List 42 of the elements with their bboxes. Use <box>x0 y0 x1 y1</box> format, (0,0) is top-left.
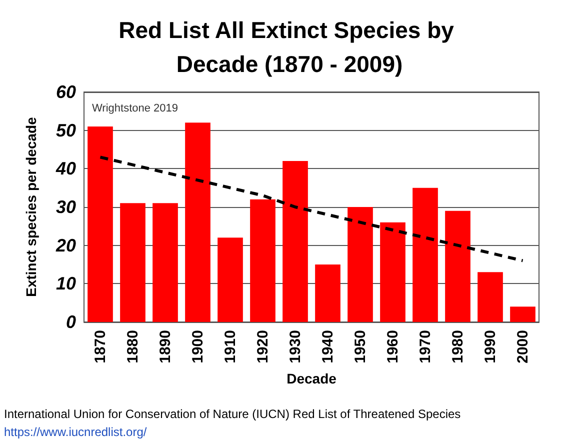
y-tick-label: 50 <box>56 120 76 140</box>
annotation: Wrightstone 2019 <box>92 102 178 114</box>
x-tick-label: 1930 <box>286 330 304 364</box>
bar <box>88 126 113 322</box>
x-tick-label: 1890 <box>156 330 174 364</box>
y-tick-label: 60 <box>56 82 76 102</box>
x-tick-label: 1950 <box>352 330 369 364</box>
bar <box>348 207 373 322</box>
x-axis-title: Decade <box>286 370 337 386</box>
bar <box>478 272 503 322</box>
x-tick-label: 2000 <box>514 330 532 364</box>
bar <box>250 199 276 322</box>
line-series <box>98 156 524 262</box>
y-tick-label: 30 <box>56 197 76 217</box>
x-tick-label: 1970 <box>416 330 434 364</box>
bar <box>152 203 178 322</box>
y-axis-title: Extinct species per decade <box>23 116 39 297</box>
x-tick-label: 1910 <box>222 330 239 364</box>
x-tick-label: 1900 <box>189 330 206 364</box>
y-tick-label: 0 <box>66 312 76 332</box>
bar <box>510 306 536 322</box>
x-tick-label: 1920 <box>254 330 272 364</box>
x-tick-label: 1940 <box>319 330 336 364</box>
x-tick-label: 1990 <box>482 330 499 364</box>
x-tick-label: 1960 <box>384 330 402 364</box>
x-tick-label: 1870 <box>92 330 109 364</box>
y-tick-label: 20 <box>54 235 76 256</box>
y-tick-label: 40 <box>54 158 76 179</box>
text: International Union for Conservation of Nature (IUCN) Red List of Threatened Species <box>4 407 461 421</box>
x-tick-label: 1880 <box>124 330 142 364</box>
text: https://www.iucnredlist.org/ <box>4 425 148 439</box>
y-tick-label: 10 <box>56 274 76 294</box>
bar <box>445 210 470 322</box>
bar <box>185 122 210 322</box>
bar <box>218 238 243 322</box>
x-tick-label: 1980 <box>449 330 466 364</box>
bar <box>380 222 406 322</box>
bar <box>412 188 438 322</box>
bar <box>315 264 340 322</box>
bar <box>120 203 146 322</box>
chart-title: Red List All Extinct Species by Decade (1870 - 2009) <box>118 17 460 77</box>
bar <box>282 161 308 322</box>
